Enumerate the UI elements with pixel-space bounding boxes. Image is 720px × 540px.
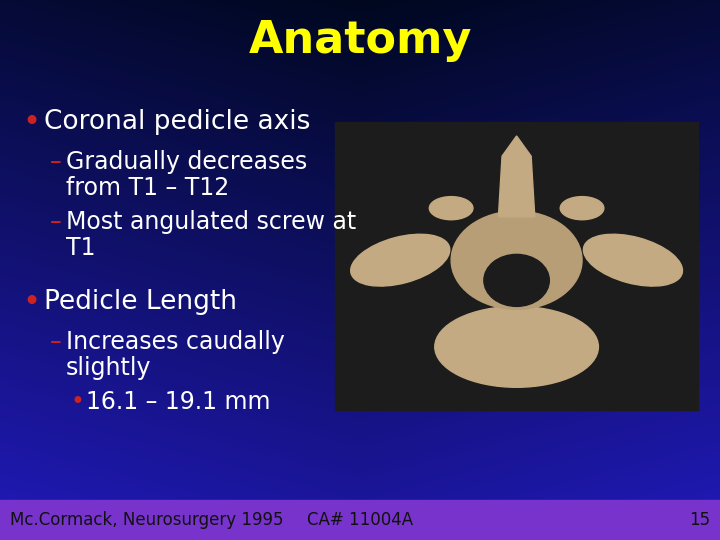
Text: Coronal pedicle axis: Coronal pedicle axis [44, 109, 310, 135]
Bar [0, 500, 720, 540]
Ellipse shape [560, 197, 604, 220]
Text: 15: 15 [689, 511, 710, 529]
Text: slightly: slightly [66, 356, 151, 380]
Text: Gradually decreases: Gradually decreases [66, 150, 307, 174]
Ellipse shape [429, 197, 473, 220]
Text: Anatomy: Anatomy [248, 18, 472, 62]
Ellipse shape [484, 254, 549, 306]
Text: CA# 11004A: CA# 11004A [307, 511, 413, 529]
Text: –: – [50, 330, 62, 354]
Polygon shape [498, 136, 535, 217]
Text: •: • [22, 107, 40, 137]
Bar [335, 122, 698, 410]
Text: Mc.Cormack, Neurosurgery 1995: Mc.Cormack, Neurosurgery 1995 [10, 511, 284, 529]
Ellipse shape [435, 306, 598, 387]
Text: from T1 – T12: from T1 – T12 [66, 176, 229, 200]
Ellipse shape [451, 211, 582, 309]
Text: –: – [50, 210, 62, 234]
Text: •: • [22, 287, 40, 316]
Text: Increases caudally: Increases caudally [66, 330, 285, 354]
Ellipse shape [583, 234, 683, 286]
Text: T1: T1 [66, 236, 96, 260]
Text: Most angulated screw at: Most angulated screw at [66, 210, 356, 234]
Text: 16.1 – 19.1 mm: 16.1 – 19.1 mm [86, 390, 271, 414]
Text: –: – [50, 150, 62, 174]
Ellipse shape [351, 234, 450, 286]
Text: •: • [70, 390, 84, 414]
Text: Pedicle Length: Pedicle Length [44, 289, 237, 315]
